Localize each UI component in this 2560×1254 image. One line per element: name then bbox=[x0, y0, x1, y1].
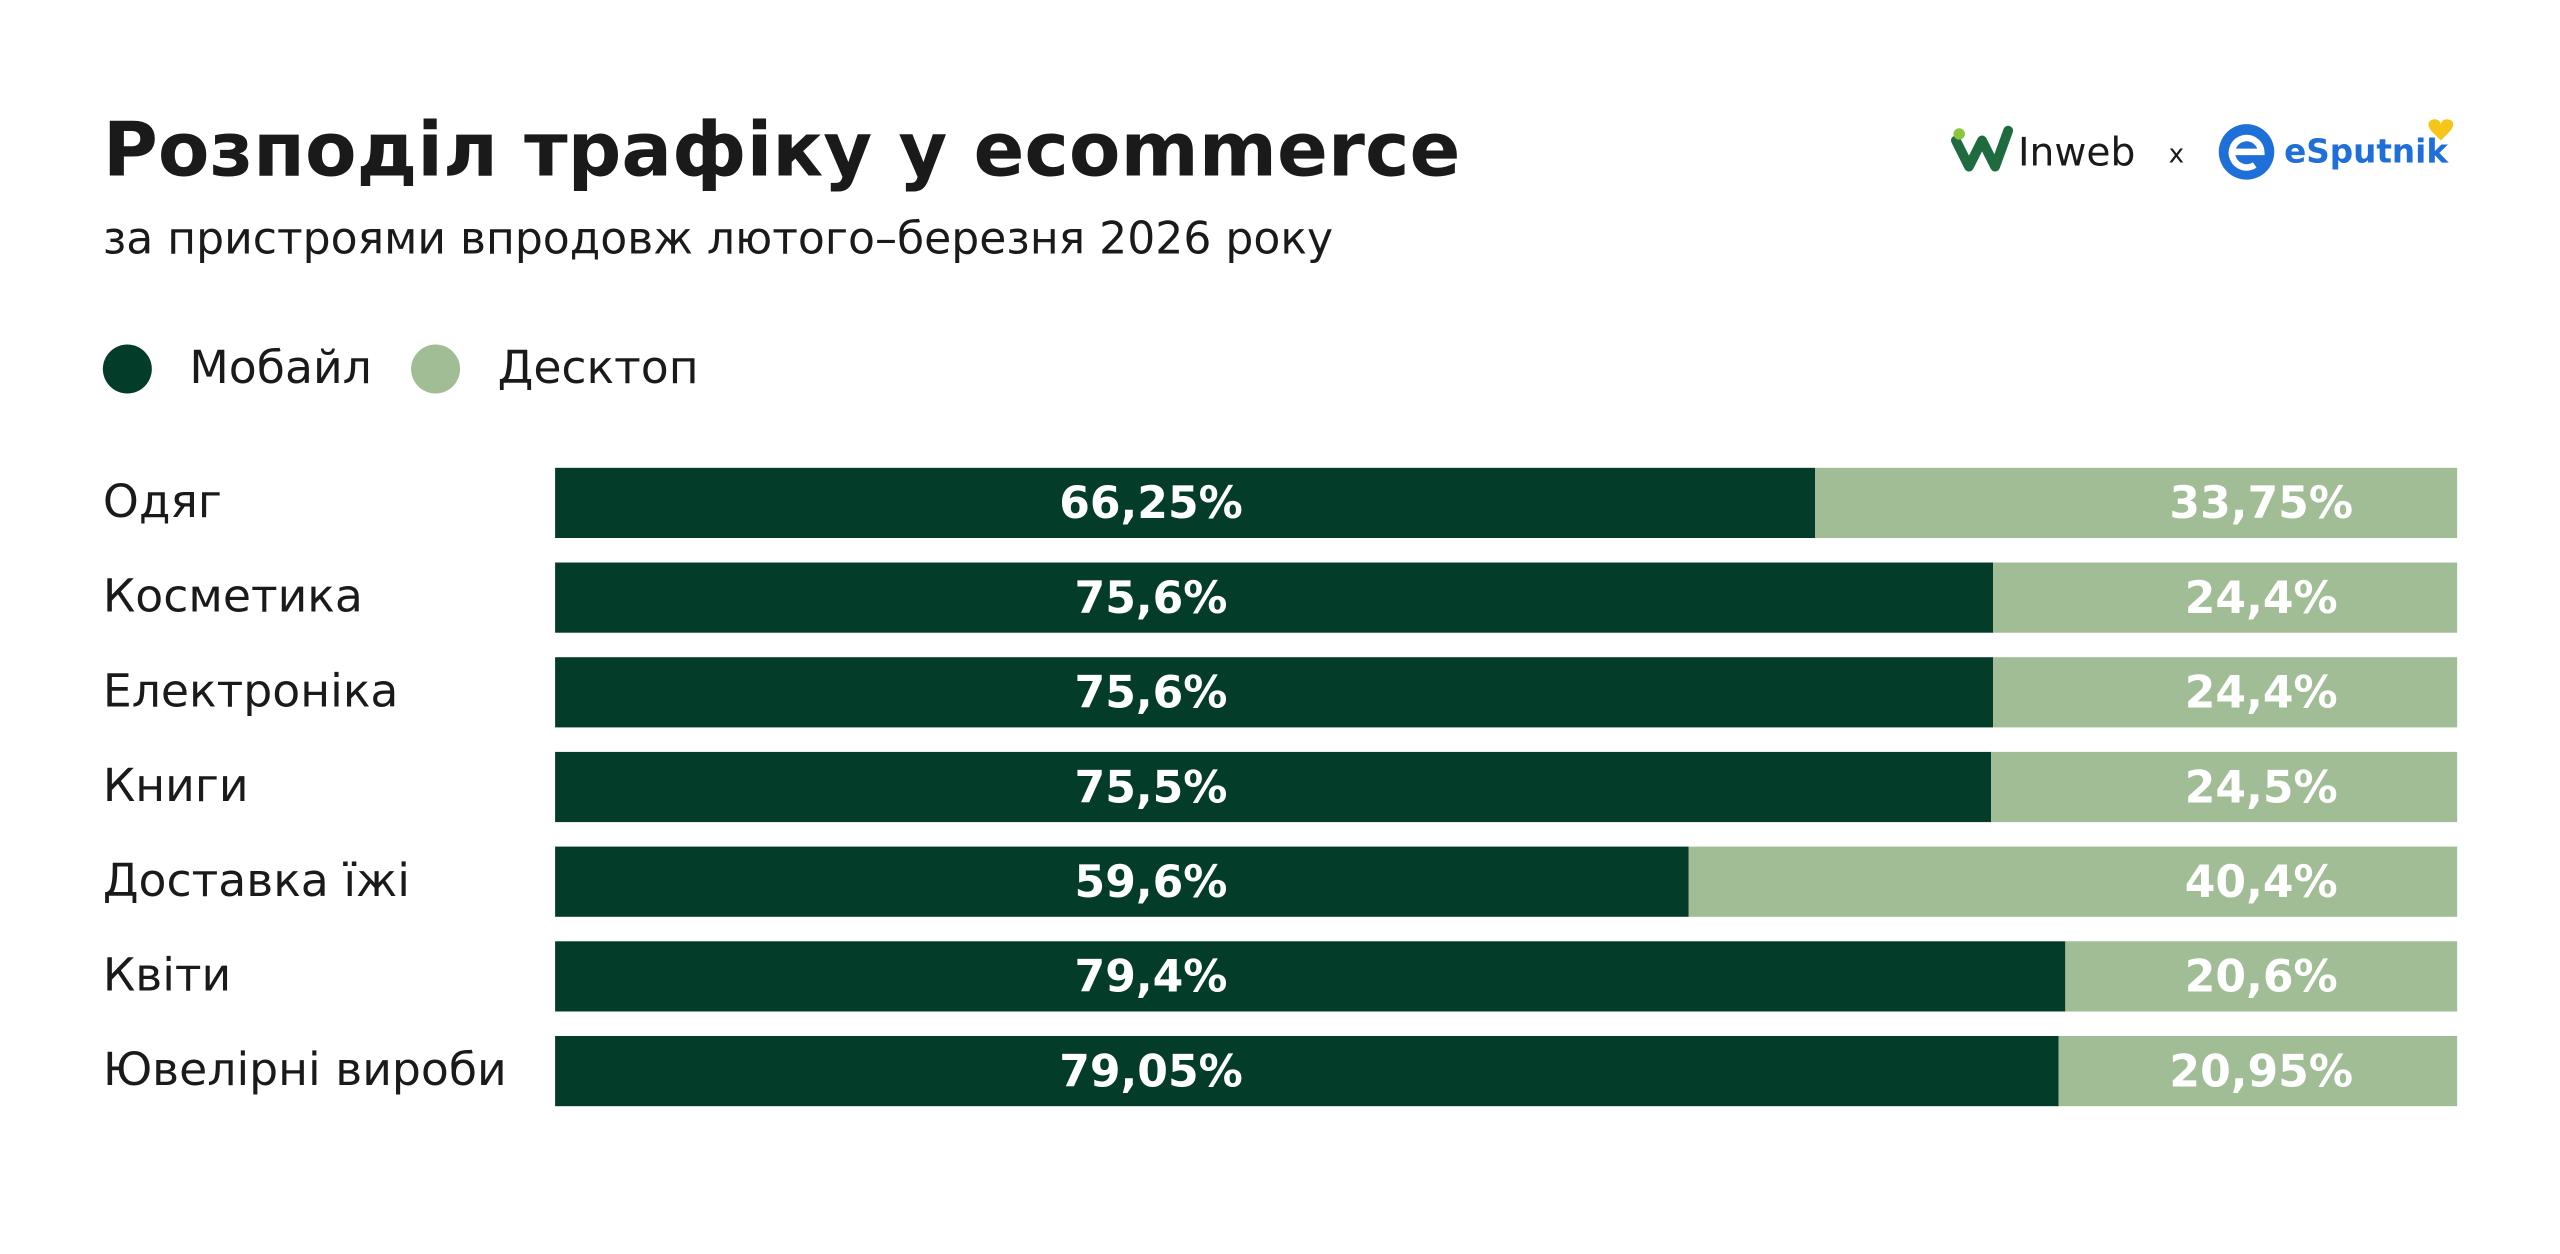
chart-subtitle: за пристроями впродовж лютого–березня 20… bbox=[103, 214, 1333, 265]
value-label: 79,4% bbox=[1075, 952, 1228, 1003]
esputnik-logo: eSputnik bbox=[2218, 119, 2454, 180]
value-label: 33,75% bbox=[2169, 478, 2353, 529]
heart-icon bbox=[2428, 119, 2454, 141]
inweb-dot bbox=[1953, 128, 1965, 140]
bar-segment bbox=[555, 941, 2066, 1012]
category-label: Квіти bbox=[103, 949, 231, 1002]
value-label: 24,4% bbox=[2185, 573, 2338, 624]
logo-separator: x bbox=[2169, 140, 2184, 170]
bar-segment bbox=[1991, 751, 2458, 823]
bar-segment bbox=[555, 751, 1992, 823]
inweb-icon bbox=[1951, 125, 2014, 172]
bar-segment bbox=[555, 1035, 2059, 1107]
category-label: Електроніка bbox=[103, 664, 399, 717]
value-label: 40,4% bbox=[2185, 857, 2338, 908]
category-label: Книги bbox=[103, 759, 249, 812]
value-label: 75,5% bbox=[1075, 762, 1228, 813]
value-label: 24,4% bbox=[2185, 668, 2338, 719]
bar-segment bbox=[555, 467, 1816, 539]
category-label: Ювелірні вироби bbox=[103, 1043, 507, 1096]
esputnik-icon-e bbox=[2228, 134, 2265, 171]
chart-title: Розподіл трафіку у ecommerce bbox=[103, 106, 1461, 194]
bar-segment bbox=[1815, 467, 2458, 539]
bar-segment bbox=[2065, 941, 2458, 1012]
category-label: Косметика bbox=[103, 570, 363, 623]
legend-label: Мобайл bbox=[189, 341, 372, 394]
value-label: 24,5% bbox=[2185, 762, 2338, 813]
legend-swatch bbox=[102, 344, 152, 394]
bar-segment bbox=[1993, 562, 2458, 633]
bar-segment bbox=[2058, 1035, 2458, 1107]
value-label: 59,6% bbox=[1075, 857, 1228, 908]
value-label: 75,6% bbox=[1075, 668, 1228, 719]
legend-swatch bbox=[411, 344, 461, 394]
category-label: Одяг bbox=[103, 475, 222, 528]
bar-segment bbox=[555, 562, 1994, 633]
legend-label: Десктоп bbox=[498, 341, 699, 394]
logo-text: Inweb bbox=[2018, 131, 2135, 176]
bar-segment bbox=[1688, 846, 2458, 917]
bar-segment bbox=[555, 657, 1994, 728]
bar-segment bbox=[555, 846, 1689, 917]
bar-segment bbox=[1993, 657, 2458, 728]
value-label: 75,6% bbox=[1075, 573, 1228, 624]
value-label: 20,6% bbox=[2185, 952, 2338, 1003]
value-label: 20,95% bbox=[2169, 1046, 2353, 1097]
logo-text: eSputnik bbox=[2284, 133, 2449, 171]
inweb-logo: Inweb bbox=[1951, 125, 2135, 176]
category-label: Доставка їжі bbox=[103, 854, 410, 907]
value-label: 79,05% bbox=[1059, 1046, 1243, 1097]
value-label: 66,25% bbox=[1059, 478, 1243, 529]
